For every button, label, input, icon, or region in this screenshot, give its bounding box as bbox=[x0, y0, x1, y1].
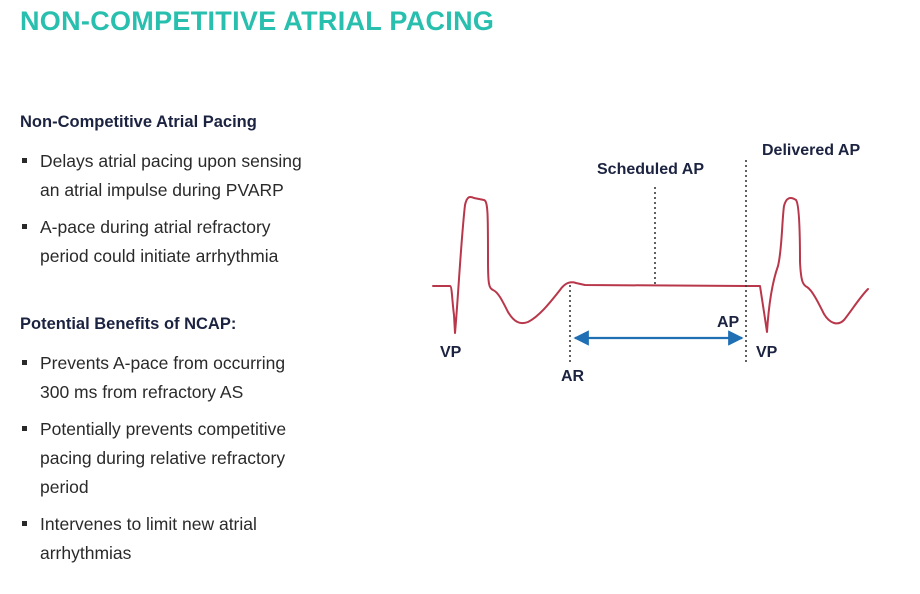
bullet-item: Intervenes to limit new atrial arrhythmia… bbox=[20, 510, 340, 568]
bullet-text-line: Prevents A-pace from occurring bbox=[40, 353, 286, 373]
ar-label: AR bbox=[561, 368, 585, 385]
ncap-bullet-list: Delays atrial pacing upon sensing an atri… bbox=[20, 147, 340, 279]
ecg-trace bbox=[432, 195, 869, 334]
bullet-item: A-pace during atrial refractory period co… bbox=[20, 213, 340, 271]
benefits-bullet-list: Prevents A-pace from occurring 300 ms fro… bbox=[20, 349, 340, 576]
bullet-text-line: an atrial impulse during PVARP bbox=[40, 180, 284, 200]
bullet-square-icon bbox=[22, 360, 27, 365]
scheduled-ap-label: Scheduled AP bbox=[597, 161, 704, 178]
bullet-text-line: Potentially prevents competitive bbox=[40, 419, 287, 439]
bullet-text-line: period bbox=[40, 477, 89, 497]
bullet-square-icon bbox=[22, 224, 27, 229]
bullet-text-line: 300 ms from refractory AS bbox=[40, 382, 244, 402]
bullet-square-icon bbox=[22, 521, 27, 526]
bullet-square-icon bbox=[22, 158, 27, 163]
vp-right-label: VP bbox=[756, 344, 778, 361]
bullet-item: Delays atrial pacing upon sensing an atri… bbox=[20, 147, 340, 205]
bullet-item: Potentially prevents competitive pacing d… bbox=[20, 415, 340, 502]
vp-left-label: VP bbox=[440, 344, 462, 361]
bullet-item: Prevents A-pace from occurring 300 ms fro… bbox=[20, 349, 340, 407]
section-heading-ncap: Non-Competitive Atrial Pacing bbox=[20, 113, 257, 131]
ap-label: AP bbox=[717, 314, 740, 331]
section-heading-benefits: Potential Benefits of NCAP: bbox=[20, 315, 237, 333]
bullet-text-line: arrhythmias bbox=[40, 543, 132, 563]
bullet-text-line: pacing during relative refractory bbox=[40, 448, 286, 468]
bullet-text-line: A-pace during atrial refractory bbox=[40, 217, 271, 237]
delivered-ap-label: Delivered AP bbox=[762, 142, 860, 159]
bullet-square-icon bbox=[22, 426, 27, 431]
bullet-text-line: Delays atrial pacing upon sensing bbox=[40, 151, 302, 171]
page-title: NON-COMPETITIVE ATRIAL PACING bbox=[20, 6, 495, 36]
bullet-text-line: period could initiate arrhythmia bbox=[40, 246, 279, 266]
bullet-text-line: Intervenes to limit new atrial bbox=[40, 514, 257, 534]
